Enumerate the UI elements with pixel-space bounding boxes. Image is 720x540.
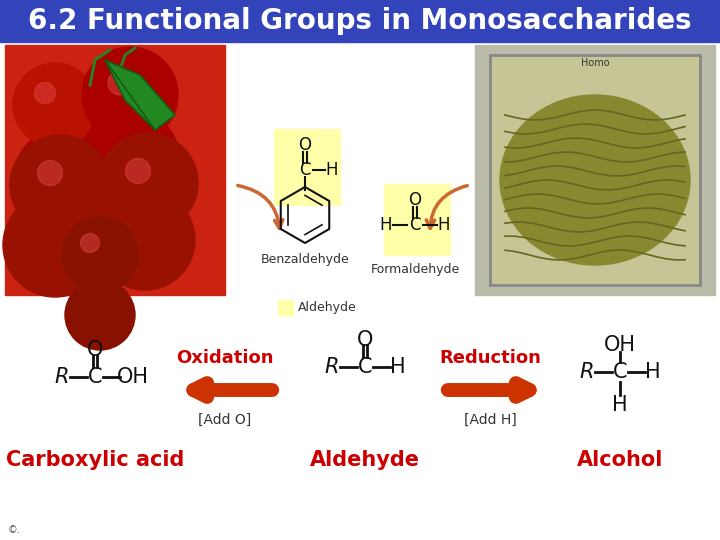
Circle shape	[10, 135, 110, 235]
Text: Aldehyde: Aldehyde	[298, 301, 356, 314]
Bar	[385, 185, 450, 255]
Text: H: H	[645, 362, 661, 382]
Text: H: H	[325, 161, 338, 179]
Bar	[490, 55, 700, 285]
Circle shape	[35, 83, 55, 104]
Circle shape	[62, 217, 138, 293]
Text: Aldehyde: Aldehyde	[310, 450, 420, 470]
Polygon shape	[105, 60, 175, 130]
Text: O: O	[299, 136, 312, 154]
Bar	[490, 55, 700, 285]
Circle shape	[65, 280, 135, 350]
Text: Carboxylic acid: Carboxylic acid	[6, 450, 184, 470]
Text: Reduction: Reduction	[439, 349, 541, 367]
Text: R: R	[55, 367, 69, 387]
Circle shape	[98, 133, 198, 233]
Circle shape	[108, 71, 132, 95]
Text: C: C	[300, 161, 311, 179]
Text: OH: OH	[117, 367, 149, 387]
Circle shape	[15, 130, 105, 220]
Bar	[0, 0, 720, 42]
Text: R: R	[325, 357, 339, 377]
Text: OH: OH	[604, 335, 636, 355]
Text: 6.2 Functional Groups in Monosaccharides: 6.2 Functional Groups in Monosaccharides	[28, 7, 692, 35]
Text: R: R	[580, 362, 594, 382]
Text: Oxidation: Oxidation	[176, 349, 274, 367]
Text: Alcohol: Alcohol	[577, 450, 663, 470]
Circle shape	[95, 190, 195, 290]
Text: O: O	[408, 191, 421, 209]
Circle shape	[125, 159, 150, 184]
Bar	[275, 130, 340, 205]
Ellipse shape	[500, 95, 690, 265]
Text: O: O	[357, 330, 373, 350]
Circle shape	[80, 110, 180, 210]
Text: O: O	[87, 340, 103, 360]
Text: C: C	[409, 216, 420, 234]
Circle shape	[13, 63, 97, 147]
Circle shape	[81, 233, 99, 253]
Text: C: C	[613, 362, 627, 382]
Bar	[5, 45, 225, 295]
Bar	[278, 300, 293, 315]
Text: Benzaldehyde: Benzaldehyde	[261, 253, 349, 267]
Text: [Add H]: [Add H]	[464, 413, 516, 427]
Bar	[475, 45, 715, 295]
Text: ©.: ©.	[8, 525, 21, 535]
Text: Formaldehyde: Formaldehyde	[370, 264, 459, 276]
Text: C: C	[358, 357, 372, 377]
Circle shape	[37, 160, 63, 186]
Circle shape	[82, 47, 178, 143]
Text: C: C	[88, 367, 102, 387]
Text: H: H	[438, 216, 450, 234]
Text: H: H	[390, 357, 406, 377]
Text: H: H	[379, 216, 392, 234]
Circle shape	[3, 193, 107, 297]
Text: H: H	[612, 395, 628, 415]
Text: Homo: Homo	[581, 58, 609, 68]
Text: [Add O]: [Add O]	[199, 413, 251, 427]
